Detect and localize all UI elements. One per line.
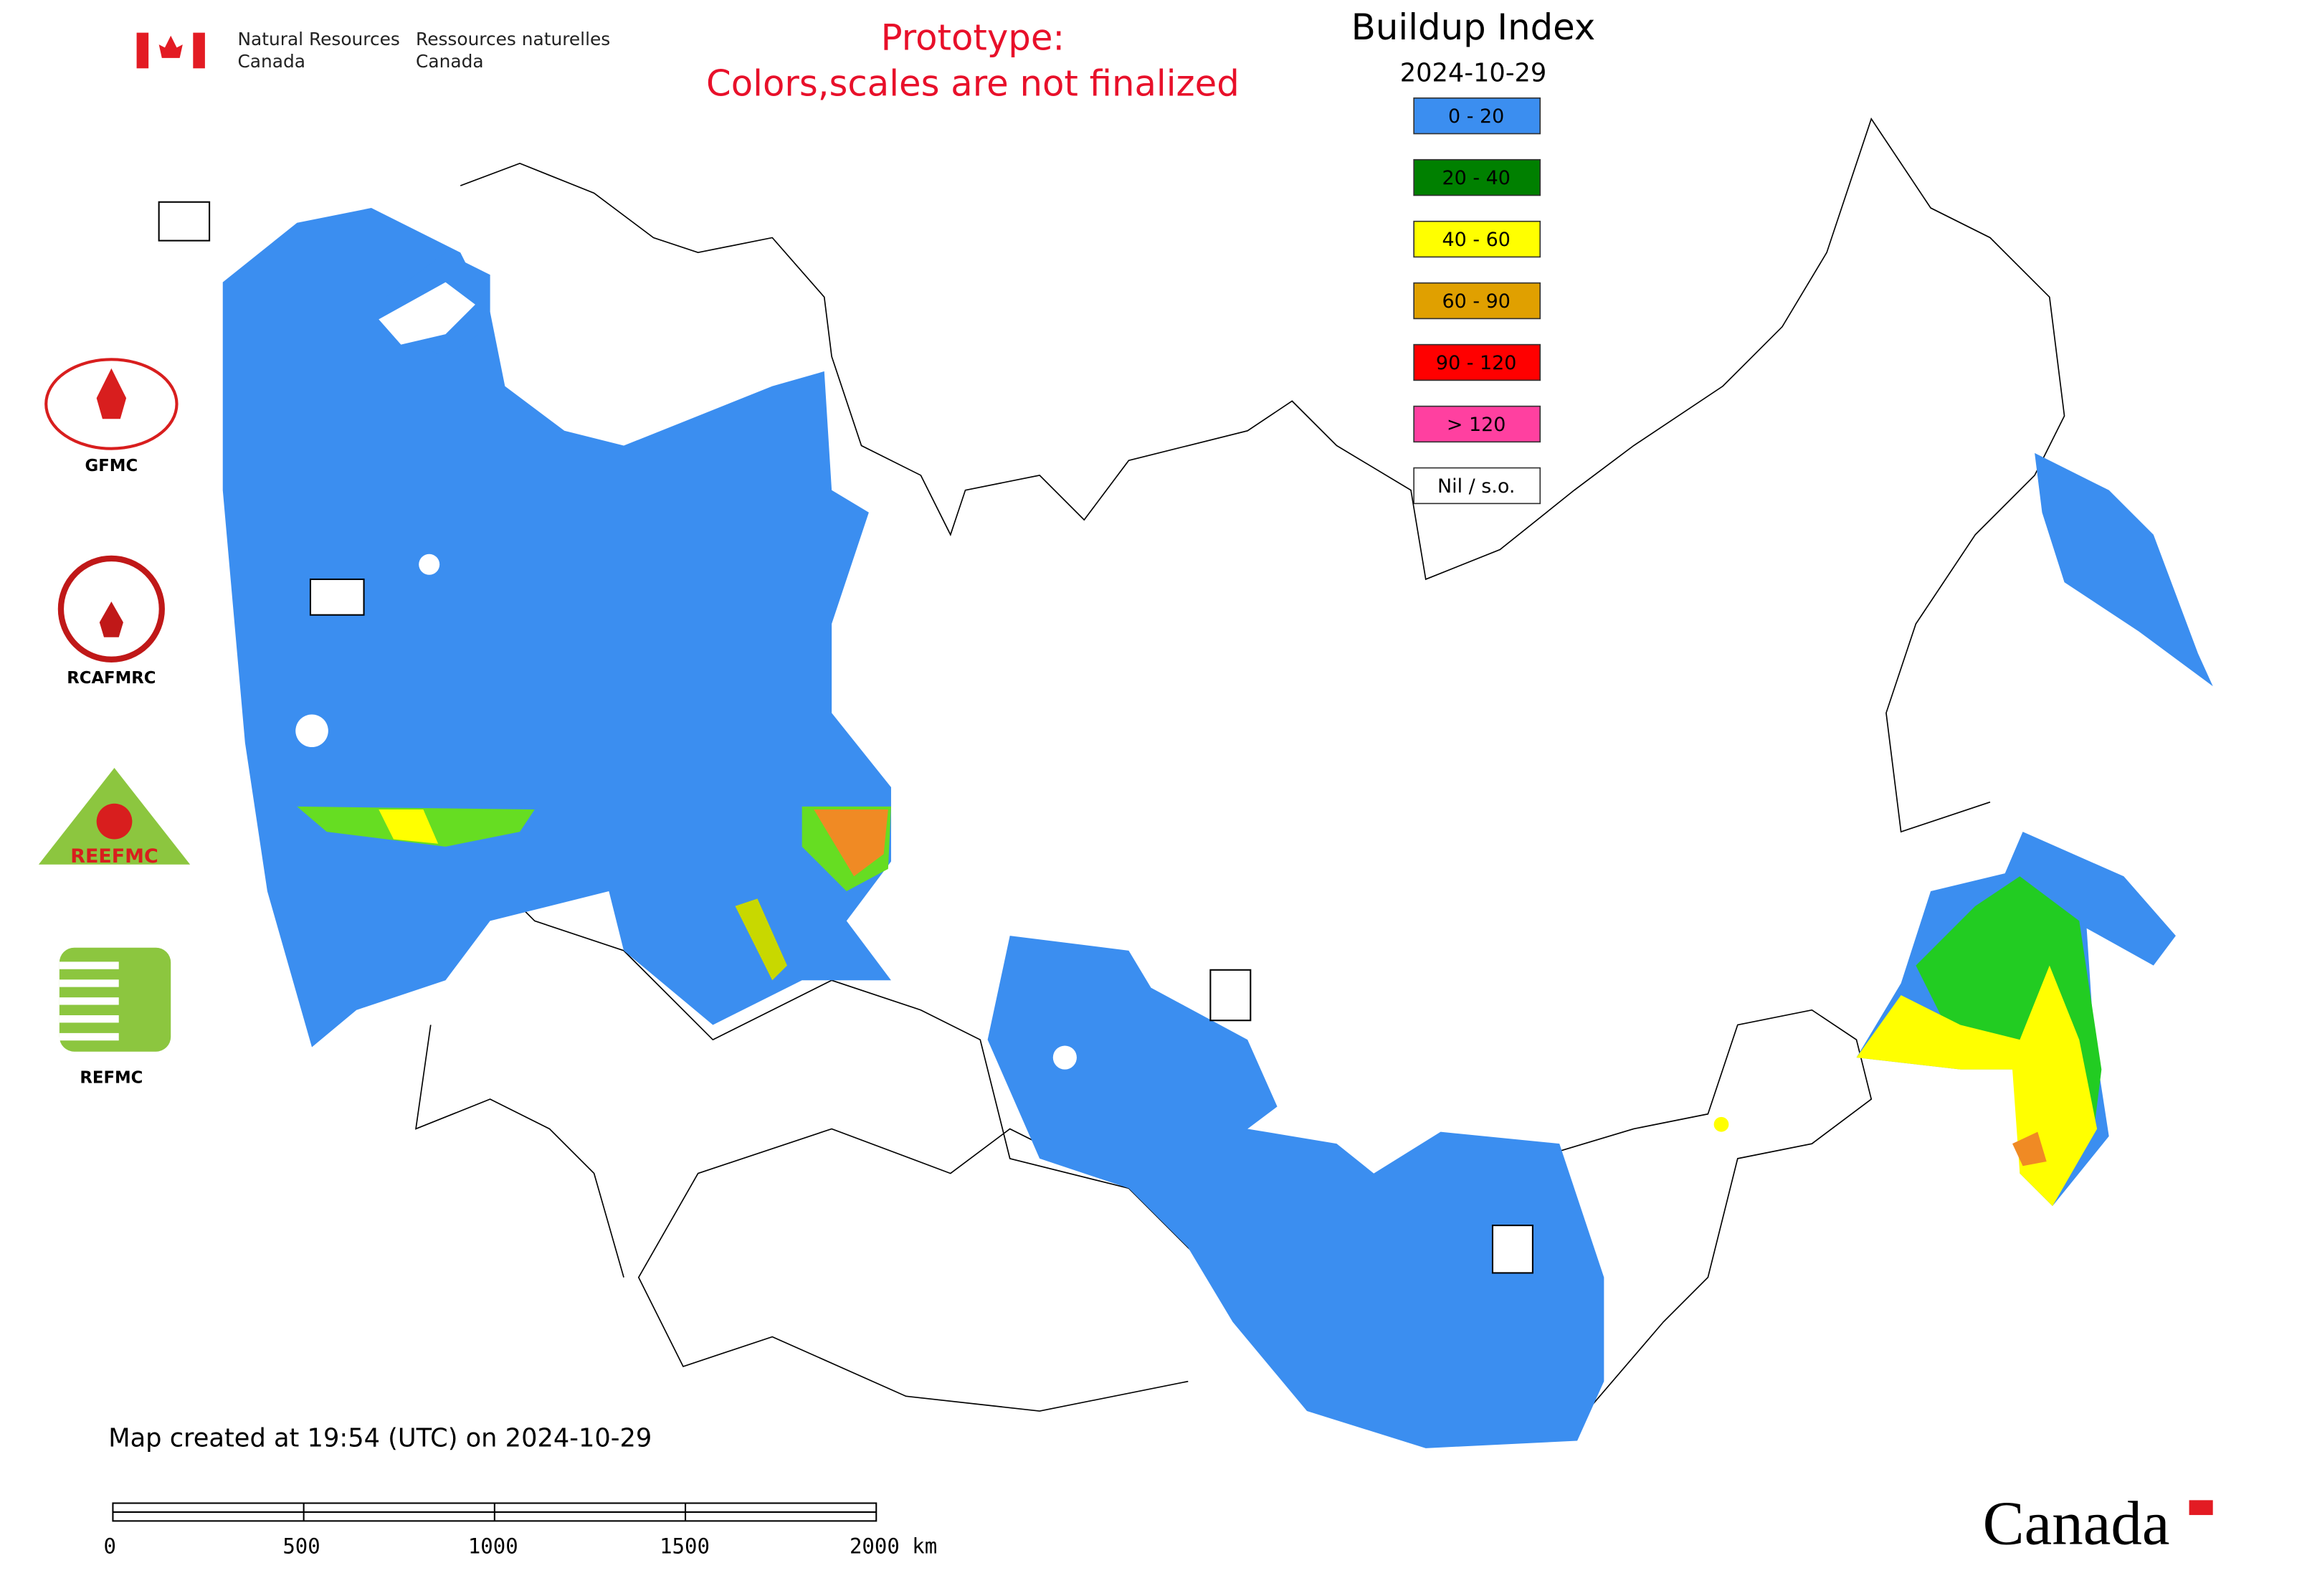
legend-label: Nil / s.o. — [1437, 475, 1515, 498]
legend-swatch — [1413, 220, 1541, 258]
scale-label: 1000 — [468, 1534, 518, 1559]
logo-label: REFMC — [80, 1069, 143, 1088]
coverage-east — [1713, 1116, 1729, 1132]
logo-reefmc — [96, 803, 133, 840]
legend: 0 - 20 20 - 40 40 - 60 60 - 90 90 - 120 > 120… — [1413, 97, 1541, 505]
flag-bar — [193, 32, 205, 69]
lake — [419, 554, 440, 575]
map-date: 2024-10-29 — [1400, 59, 1547, 88]
lake — [1052, 1045, 1077, 1070]
border — [415, 1025, 624, 1278]
legend-label: 60 - 90 — [1442, 290, 1511, 313]
band — [735, 898, 787, 981]
logo-refmc — [59, 961, 119, 1041]
agency-en: Canada — [237, 51, 305, 72]
map-title: Buildup Index — [1351, 6, 1595, 48]
wordmark-flag — [2189, 1500, 2213, 1516]
logo-gfmc — [96, 368, 127, 419]
logo-gfmc — [44, 358, 179, 450]
coverage-kamchatka — [2035, 452, 2213, 687]
scale-label: 1500 — [660, 1534, 710, 1559]
legend-label: 40 - 60 — [1442, 229, 1511, 251]
created-note: Map created at 19:54 (UTC) on 2024-10-29 — [108, 1423, 652, 1453]
canada-wordmark: Canada — [1983, 1488, 2170, 1558]
map-marker — [309, 578, 365, 616]
logos: GFMC RCAFMRC REEFMC REFMC — [38, 201, 1533, 1274]
maple-leaf — [158, 35, 183, 58]
lake — [295, 714, 328, 748]
logo-label: RCAFMRC — [67, 669, 156, 688]
logo-rcafmrc — [99, 602, 123, 637]
scale-label: 2000 km — [850, 1534, 937, 1559]
legend-label: 20 - 40 — [1442, 167, 1511, 189]
coverage-central — [987, 936, 1604, 1448]
coverage-east — [2012, 1131, 2047, 1167]
legend-swatch — [1413, 343, 1541, 381]
border — [267, 742, 1873, 1442]
legend-label: 90 - 120 — [1436, 352, 1516, 374]
lake — [379, 282, 475, 345]
logo-label: REEFMC — [70, 845, 158, 868]
legend-swatch — [1413, 467, 1541, 505]
scale-label: 0 — [104, 1534, 116, 1559]
map — [222, 117, 2213, 1448]
band — [379, 809, 439, 844]
legend-swatch — [1413, 405, 1541, 443]
gc-signature: Natural Resources Canada Ressources natu… — [136, 29, 610, 72]
legend-swatch — [1413, 158, 1541, 196]
map-marker — [158, 201, 211, 242]
legend-swatch — [1413, 97, 1541, 135]
coastline — [460, 117, 2065, 833]
scale-label: 500 — [282, 1534, 320, 1559]
coverage-west — [222, 208, 891, 1048]
scale-bar: 0 500 1000 1500 2000 km — [104, 1502, 937, 1559]
agency-fr: Ressources naturelles — [416, 29, 610, 49]
band — [814, 809, 888, 877]
legend-label: 0 - 20 — [1448, 105, 1504, 128]
legend-swatch — [1413, 282, 1541, 320]
notice: Prototype: — [881, 16, 1065, 58]
agency-en: Natural Resources — [237, 29, 399, 49]
map-marker — [1491, 1225, 1533, 1274]
agency-fr: Canada — [416, 51, 484, 72]
map-marker — [1209, 969, 1252, 1022]
flag-bar — [136, 32, 149, 69]
notice: Colors,scales are not finalized — [706, 63, 1240, 105]
logo-label: GFMC — [85, 457, 138, 475]
legend-label: > 120 — [1447, 414, 1506, 436]
